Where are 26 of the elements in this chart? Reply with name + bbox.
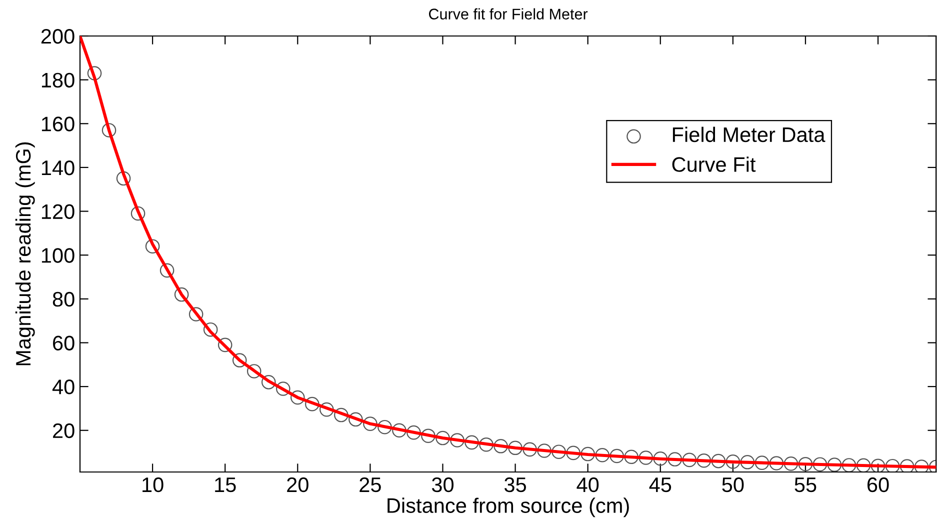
x-tick-label: 35 <box>504 477 526 492</box>
y-tick-label: 100 <box>42 248 74 263</box>
x-axis-title: Distance from source (cm) <box>388 498 629 518</box>
x-tick-label: 30 <box>432 477 454 492</box>
y-axis-title: Magnitude reading (mG) <box>15 142 35 366</box>
x-tick-label: 25 <box>360 477 381 492</box>
y-tick-label: 20 <box>53 423 74 438</box>
legend-label: Curve Fit <box>672 156 756 172</box>
legend-label: Field Meter Data <box>672 126 826 142</box>
y-tick-label: 80 <box>52 292 74 307</box>
y-tick-label: 120 <box>42 204 74 220</box>
y-tick-label: 200 <box>41 29 74 44</box>
y-tick-label: 160 <box>42 116 74 132</box>
y-tick-label: 180 <box>42 72 74 88</box>
x-tick-label: 40 <box>576 477 599 492</box>
y-tick-label: 60 <box>53 336 74 350</box>
x-tick-label: 10 <box>142 477 164 492</box>
x-tick-label: 45 <box>649 478 672 492</box>
y-tick-label: 40 <box>52 380 74 394</box>
x-tick-label: 50 <box>722 477 744 492</box>
x-tick-label: 55 <box>794 478 816 492</box>
x-tick-label: 15 <box>215 478 236 492</box>
x-tick-label: 20 <box>287 477 308 492</box>
chart-title: Curve fit for Field Meter <box>429 8 588 20</box>
y-tick-label: 140 <box>42 160 74 176</box>
x-tick-label: 60 <box>867 477 889 492</box>
